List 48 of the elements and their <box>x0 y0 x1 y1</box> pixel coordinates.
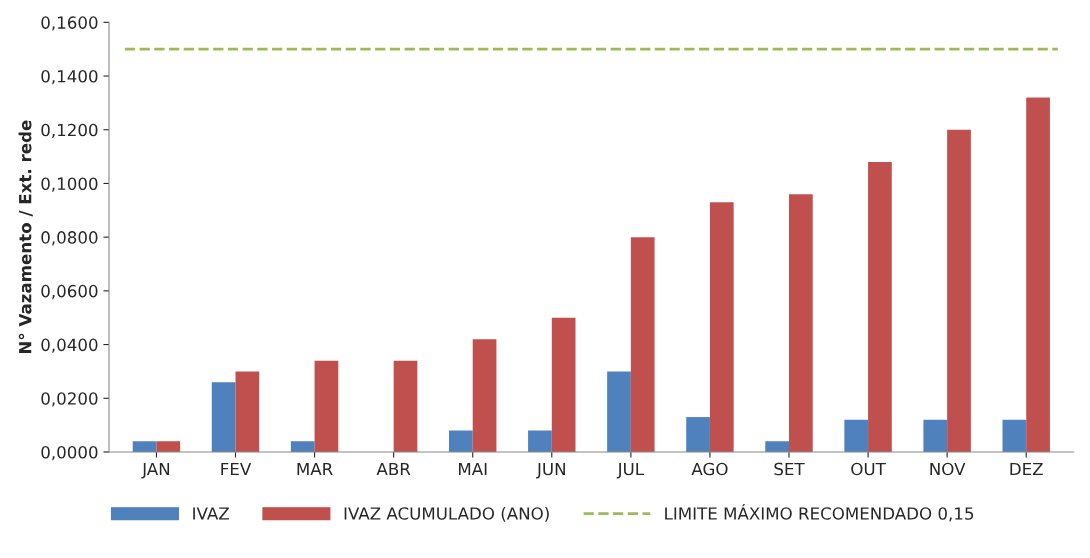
y-tick-label: 0,0200 <box>41 392 98 407</box>
x-tick-label: NOV <box>930 462 966 476</box>
bar <box>211 382 236 452</box>
x-tick-label: JAN <box>141 462 170 479</box>
bar <box>868 161 892 452</box>
legend-label: LIMITE MÁXIMO RECOMENDADO 0,15 <box>665 504 974 522</box>
bar <box>947 129 971 452</box>
x-tick-label: SET <box>774 462 805 476</box>
bar <box>472 339 497 452</box>
bar <box>235 371 260 452</box>
x-tick-label: FEV <box>221 462 252 476</box>
bar <box>449 430 473 452</box>
bar <box>290 441 315 452</box>
x-tick-label: MAR <box>297 462 333 476</box>
bar <box>765 441 789 452</box>
y-tick-label: 0,0600 <box>41 284 98 300</box>
bar <box>923 419 948 452</box>
x-tick-label: JUL <box>616 462 644 479</box>
bar <box>844 419 869 452</box>
bar <box>709 202 734 452</box>
bar <box>789 194 813 452</box>
x-tick-label: JUN <box>536 462 565 479</box>
x-tick-label: AGO <box>691 462 728 476</box>
y-tick-label: 0,1400 <box>41 69 98 85</box>
bar <box>314 360 339 452</box>
bar <box>132 441 157 452</box>
legend-label: IVAZ ACUMULADO (ANO) <box>344 506 549 522</box>
bar <box>528 430 552 452</box>
x-tick-label: DEZ <box>1010 462 1043 476</box>
bar <box>1026 97 1050 452</box>
x-tick-label: ABR <box>376 462 411 476</box>
bar <box>551 317 576 452</box>
y-tick-label: 0,0400 <box>41 338 98 353</box>
y-tick-label: 0,0000 <box>41 445 98 461</box>
bar <box>686 417 710 452</box>
x-tick-label: OUT <box>851 462 886 476</box>
bar <box>393 360 418 452</box>
x-tick-label: MAI <box>459 462 487 476</box>
y-tick-label: 0,1600 <box>41 16 98 31</box>
y-axis-title: N° Vazamento / Ext. rede <box>18 120 33 354</box>
bar <box>156 441 181 452</box>
bar <box>630 237 655 452</box>
legend-label: IVAZ <box>193 507 229 520</box>
bar <box>607 371 631 452</box>
bar <box>1002 419 1027 452</box>
y-tick-label: 0,1200 <box>41 123 98 138</box>
y-tick-label: 0,1000 <box>41 177 98 192</box>
y-tick-label: 0,0800 <box>41 231 98 246</box>
